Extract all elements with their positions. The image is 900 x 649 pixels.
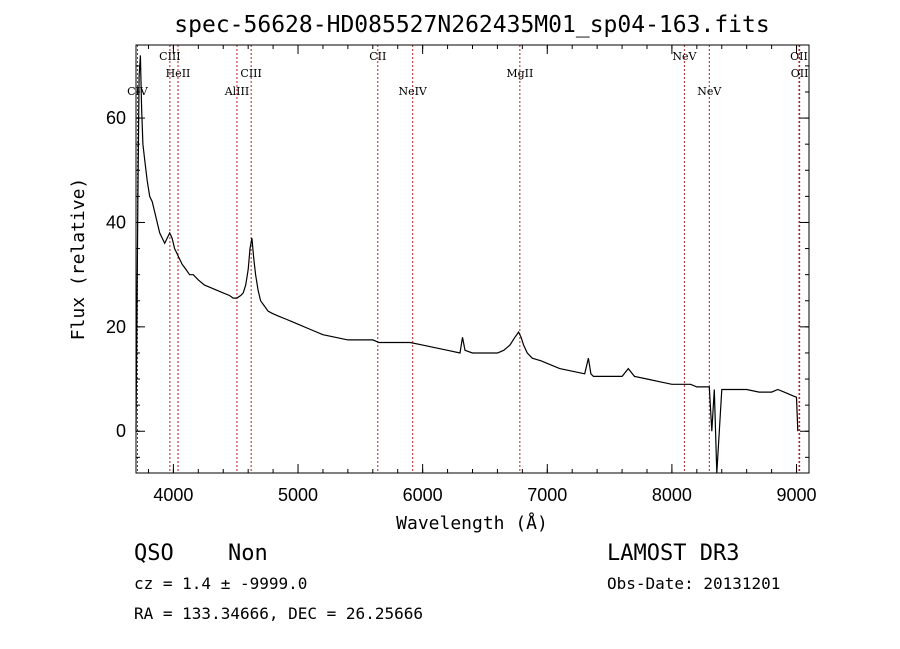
line-label-4: CIII [240, 67, 261, 80]
spectral-line-markers [136, 45, 801, 473]
x-tick-label: 9000 [777, 485, 817, 505]
x-axis-ticks: 4000 5000 6000 7000 8000 9000 [147, 45, 817, 505]
y-tick-label: 40 [106, 212, 126, 232]
line-label-7: MgII [506, 67, 533, 80]
object-subclass: Non [228, 541, 268, 566]
object-class: QSO [134, 541, 174, 566]
line-label-2: HeII [166, 67, 191, 80]
line-label-3: AlIII [224, 85, 250, 98]
y-tick-label: 20 [106, 317, 126, 337]
x-tick-label: 8000 [652, 485, 692, 505]
y-tick-label: 60 [106, 108, 126, 128]
line-label-1: CIII [159, 50, 180, 63]
coordinates-readout: RA = 133.34666, DEC = 26.25666 [134, 604, 423, 623]
line-label-6: NeIV [398, 85, 427, 98]
chart-title: spec-56628-HD085527N262435M01_sp04-163.f… [174, 12, 769, 38]
survey-name: LAMOST DR3 [607, 541, 739, 566]
x-tick-label: 7000 [527, 485, 567, 505]
spectral-line-labels: CIVCIIIHeIIAlIIICIIICIINeIVMgIINeVNeVOII… [127, 50, 808, 98]
redshift-readout: cz = 1.4 ± -9999.0 [134, 574, 307, 593]
x-axis-title: Wavelength (Å) [396, 512, 548, 534]
x-tick-label: 6000 [403, 485, 443, 505]
line-label-10: OII [790, 50, 808, 63]
line-label-8: NeV [672, 50, 697, 63]
y-tick-label: 0 [116, 421, 126, 441]
spectrum-line [135, 55, 799, 474]
line-label-11: OII [791, 67, 809, 80]
y-axis-ticks: 0 20 40 60 [106, 65, 809, 458]
observation-date: Obs-Date: 20131201 [607, 574, 780, 593]
x-tick-label: 4000 [153, 485, 193, 505]
y-axis-title: Flux (relative) [68, 178, 89, 341]
line-label-5: CII [369, 50, 386, 63]
x-tick-label: 5000 [278, 485, 318, 505]
line-label-9: NeV [697, 85, 722, 98]
